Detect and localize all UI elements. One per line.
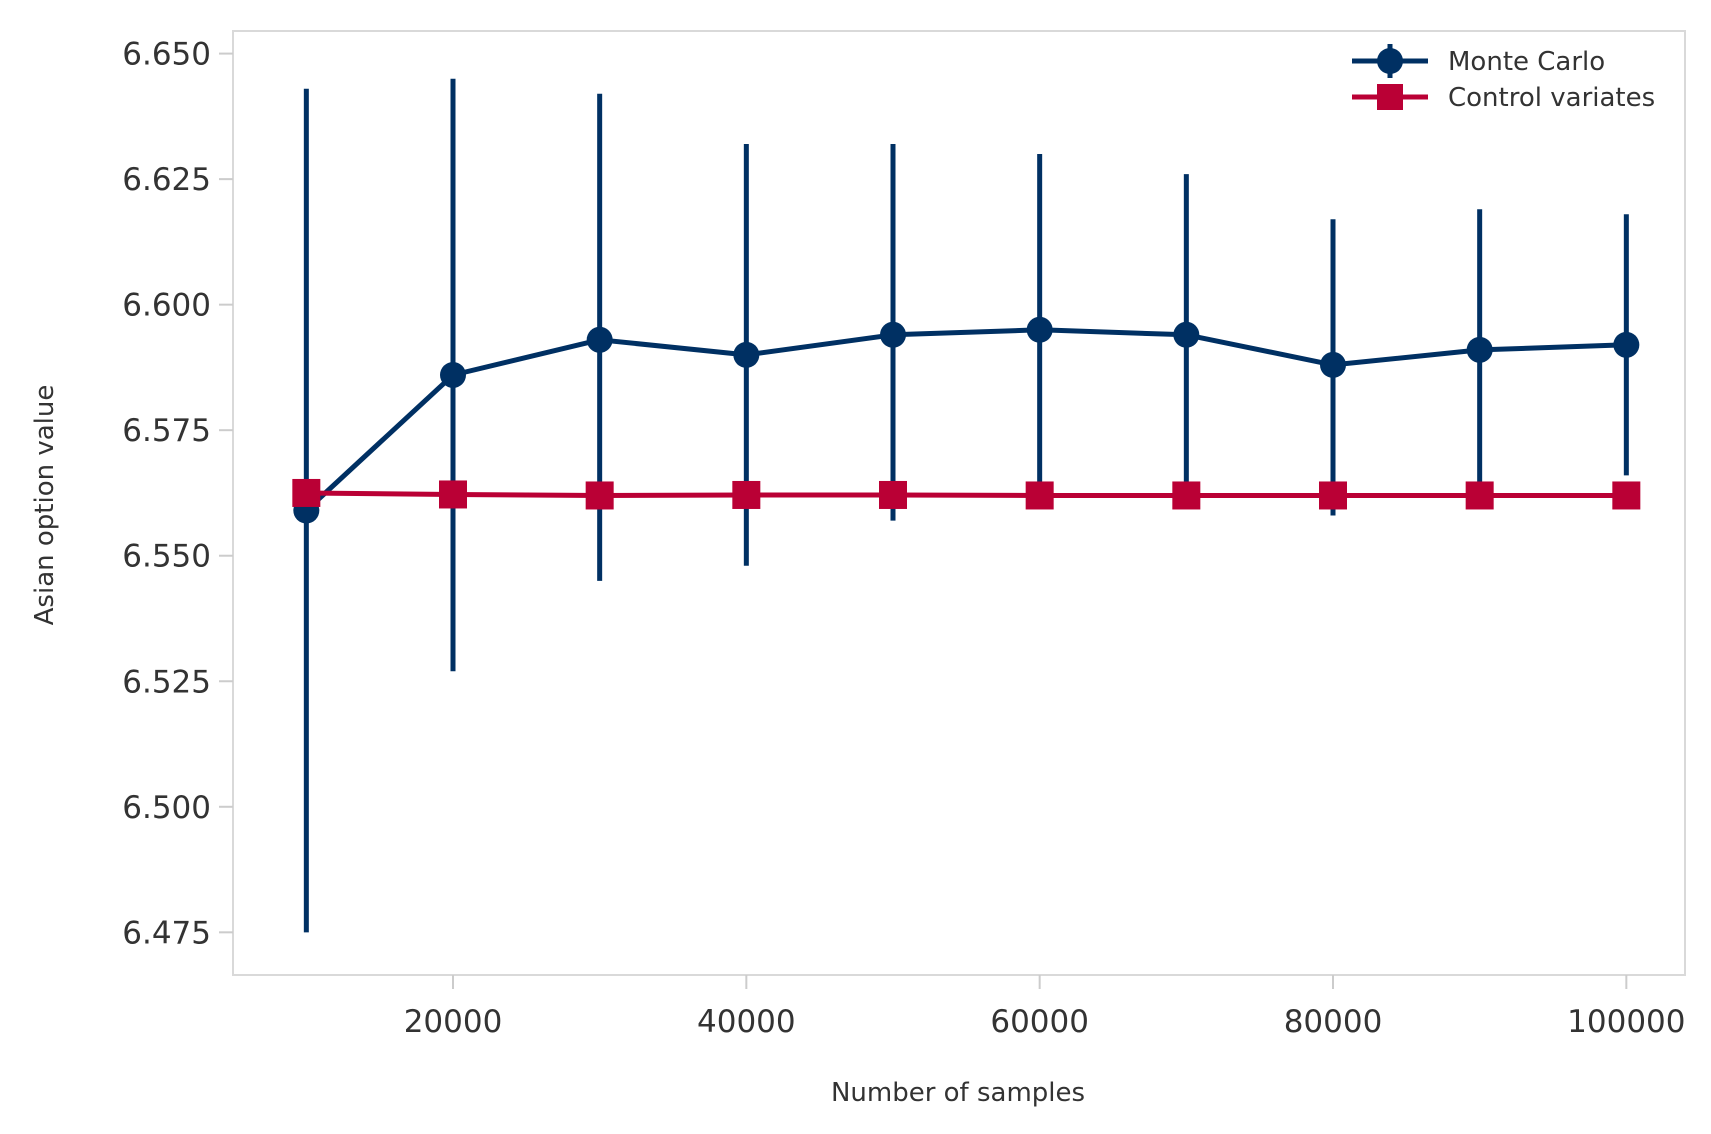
y-tick-label: 6.625 [122,162,211,198]
control-variates-point [1025,481,1054,510]
x-tick-label: 20000 [404,1004,503,1040]
y-tick-label: 6.575 [122,413,211,449]
legend: Monte Carlo Control variates [1352,44,1655,113]
legend-label-control-variates: Control variates [1448,83,1655,113]
legend-marker-control-variates [1377,84,1403,110]
y-axis: 6.475 6.500 6.525 6.550 6.575 6.600 6.625 6.650 [122,37,233,951]
monte-carlo-point [1466,336,1493,363]
monte-carlo-point [1613,331,1640,358]
control-variates-point [1319,481,1347,510]
y-tick-label: 6.475 [122,915,211,951]
control-variates-point [1465,481,1494,510]
control-variates-point [292,478,321,507]
x-axis-title: Number of samples [831,1078,1085,1108]
control-variates-line [306,490,1627,498]
monte-carlo-point [1320,351,1346,378]
legend-item-monte-carlo: Monte Carlo [1352,44,1605,78]
control-variates-point [585,481,614,510]
x-tick-label: 80000 [1284,1004,1383,1040]
monte-carlo-point [1173,321,1200,348]
y-tick-label: 6.550 [122,539,211,575]
control-variates-point [1612,481,1641,510]
monte-carlo-point [733,341,760,368]
control-variates-point [1172,481,1201,510]
x-tick-label: 60000 [990,1004,1089,1040]
control-variates-point [879,480,907,509]
y-tick-label: 6.650 [122,37,211,73]
x-tick-label: 40000 [697,1004,796,1040]
legend-label-monte-carlo: Monte Carlo [1448,47,1605,77]
y-tick-label: 6.500 [122,790,211,826]
monte-carlo-point [440,361,466,388]
y-tick-label: 6.525 [122,664,211,700]
y-tick-label: 6.600 [122,288,211,324]
series-layer [292,78,1641,933]
monte-carlo-point [1026,316,1053,343]
plot-frame [232,30,1686,976]
x-tick-label: 100000 [1567,1004,1685,1040]
legend-marker-monte-carlo [1377,48,1403,74]
legend-item-control-variates: Control variates [1352,83,1655,113]
x-axis: 20000 40000 60000 80000 100000 [404,975,1686,1040]
control-variates-point [439,480,467,509]
y-axis-title: Asian option value [30,385,60,626]
monte-carlo-point [880,321,906,348]
monte-carlo-point [586,326,613,353]
monte-carlo-line [304,327,1627,513]
control-variates-point [732,480,761,509]
